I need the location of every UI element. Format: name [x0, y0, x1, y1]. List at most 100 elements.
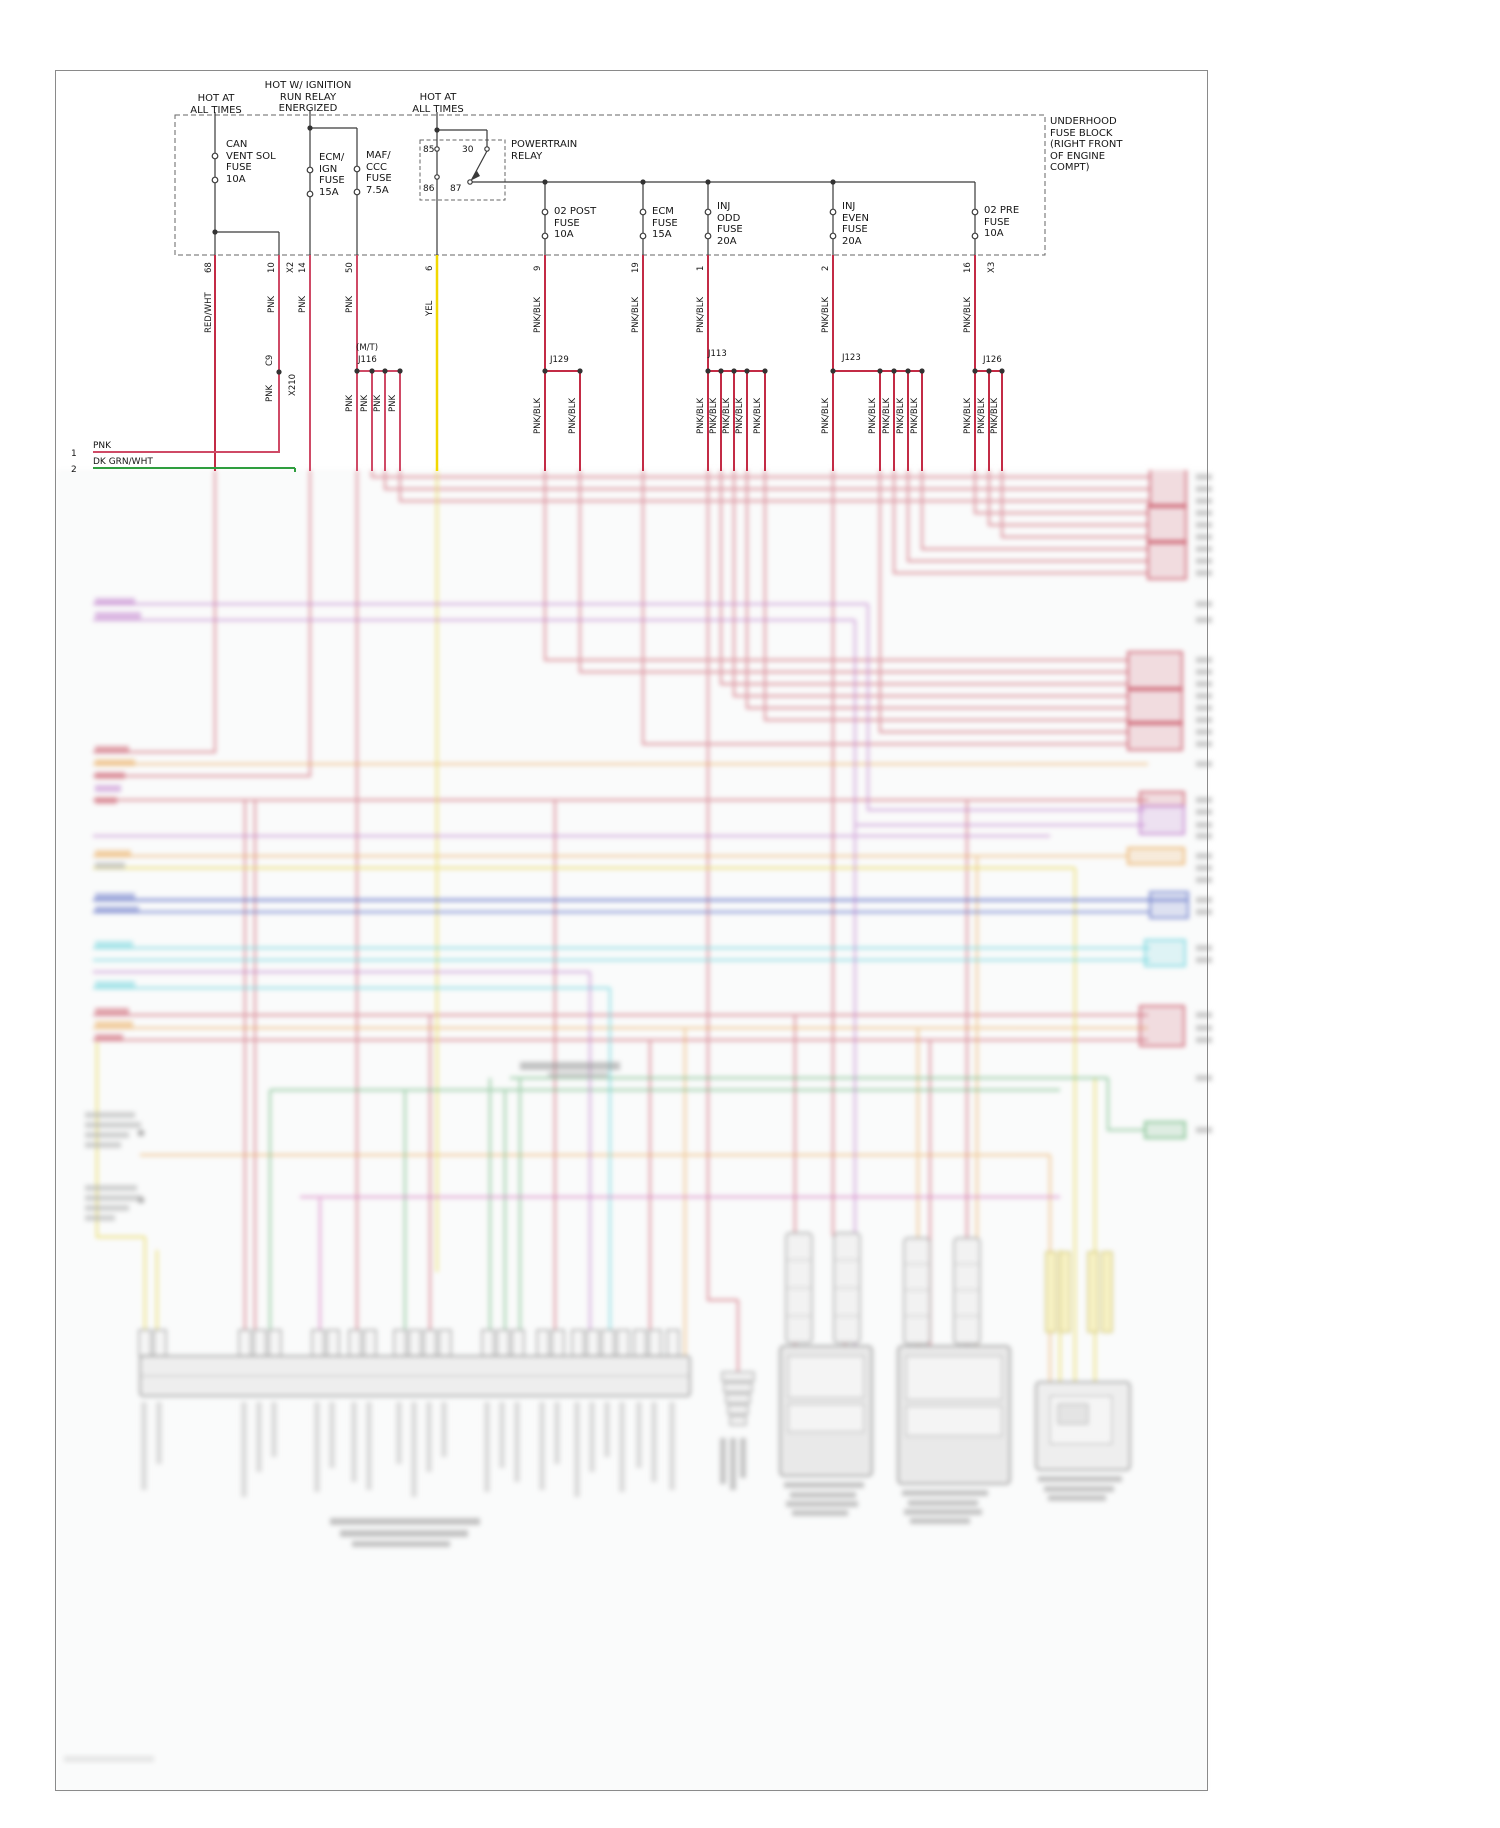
- feed-label-hot-at-all-times-2: HOT AT ALL TIMES: [412, 92, 464, 115]
- blur-connector-caption: [330, 1518, 480, 1547]
- wire-color-label: PNK: [373, 395, 383, 412]
- relay-title: POWERTRAIN RELAY: [511, 139, 578, 162]
- wire-color-label: PNK/BLK: [821, 398, 831, 434]
- blur-yellow-wires: [93, 470, 1097, 1382]
- blur-purple-wires: [93, 602, 1145, 1356]
- pin-label-1: 1: [696, 266, 706, 271]
- wire-color-label: PNK/BLK: [696, 297, 706, 333]
- splice-label-j123: J123: [841, 353, 861, 363]
- splice-label-j116: J116: [357, 355, 377, 365]
- wire-color-label: DK GRN/WHT: [93, 457, 153, 467]
- circuit-number-2: 2: [71, 465, 77, 475]
- fuse-terminals: [211, 146, 979, 240]
- wire-color-label: PNK/BLK: [977, 398, 987, 434]
- blur-cyan-wires: [93, 946, 1150, 1356]
- circuit-number-1: 1: [71, 449, 77, 459]
- relay-pin-86: 86: [423, 184, 435, 194]
- blur-blue-wires: [93, 898, 1188, 914]
- blur-module-1: [779, 1232, 873, 1516]
- splice-label-j113: J113: [707, 349, 727, 359]
- fuse-label-ecm-ign: ECM/ IGN FUSE 15A: [319, 152, 345, 198]
- splice-labels: PNK C9 X210 (M/T) J116 J129 J113 J123 J1…: [265, 343, 1002, 434]
- splice-label-mt: (M/T): [356, 343, 378, 353]
- wire-pnk-blk-circuits: [544, 255, 1003, 471]
- junction-dots: [212, 125, 836, 235]
- fuse-block-title: UNDERHOOD FUSE BLOCK (RIGHT FRONT OF ENG…: [1050, 116, 1123, 173]
- blur-right-connectors: [1127, 470, 1189, 1139]
- relay-switch-blade: [471, 150, 488, 180]
- blur-module-2: [897, 1237, 1011, 1524]
- wire-color-label: PNK/BLK: [963, 398, 973, 434]
- wire-color-label: PNK: [345, 296, 355, 313]
- pin-label-9: 9: [533, 266, 543, 271]
- wire-color-label: PNK/BLK: [753, 398, 763, 434]
- relay-outline: [419, 139, 506, 201]
- connector-label-x2: X2: [286, 262, 296, 273]
- wire-color-label: PNK/BLK: [868, 398, 878, 434]
- wire-color-label: PNK/BLK: [533, 297, 543, 333]
- fuse-label-inj-even: INJ EVEN FUSE 20A: [842, 201, 869, 247]
- splice-dots: [276, 368, 1005, 375]
- wire-pnk-circuits: [93, 255, 401, 471]
- fuse-label-inj-odd: INJ ODD FUSE 20A: [717, 201, 743, 247]
- relay-blade-arrow: [470, 171, 480, 181]
- wire-color-label: RED/WHT: [204, 292, 214, 333]
- pin-label-10: 10: [267, 262, 277, 273]
- blurred-diagram-region: [0, 470, 1500, 1828]
- wire-color-label: PNK: [360, 395, 370, 412]
- blur-bottom-main-connector: [138, 1329, 691, 1547]
- pin-label-6: 6: [425, 266, 435, 271]
- wire-color-label: PNK: [93, 441, 112, 451]
- splice-label-j126: J126: [982, 355, 1002, 365]
- wire-color-label: PNK/BLK: [963, 297, 973, 333]
- fuse-label-can-vent-sol: CAN VENT SOL FUSE 10A: [226, 139, 276, 185]
- wire-color-label: PNK: [298, 296, 308, 313]
- wire-color-labels: RED/WHT PNK PNK PNK YEL PNK/BLK PNK/BLK …: [204, 292, 973, 333]
- connector-label-x3: X3: [987, 262, 997, 273]
- fuse-block-outline: [174, 114, 1046, 256]
- relay-pin-87: 87: [450, 184, 461, 194]
- pin-label-19: 19: [631, 262, 641, 273]
- wire-color-label: PNK/BLK: [990, 398, 1000, 434]
- pin-label-50: 50: [345, 262, 355, 273]
- splice-label-c9: C9: [265, 355, 275, 366]
- wire-color-label: PNK/BLK: [896, 398, 906, 434]
- page-frame: [55, 70, 1208, 1791]
- blur-pin-labels: [141, 1402, 675, 1497]
- fuse-label-o2-pre: 02 PRE FUSE 10A: [984, 205, 1020, 239]
- left-circuit-labels: 1 PNK 2 DK GRN/WHT: [71, 441, 153, 475]
- wire-color-label: PNK/BLK: [910, 398, 920, 434]
- pin-label-2: 2: [821, 266, 831, 271]
- wire-color-label: PNK/BLK: [882, 398, 892, 434]
- wire-color-label: PNK/BLK: [568, 398, 578, 434]
- wire-color-label: PNK/BLK: [533, 398, 543, 434]
- connector-label-x210: X210: [288, 374, 298, 396]
- wire-color-label: PNK/BLK: [709, 398, 719, 434]
- wire-color-label: PNK/BLK: [821, 297, 831, 333]
- wire-color-label: PNK: [267, 296, 277, 313]
- blurred-wiring-art: [57, 470, 1212, 1792]
- pin-label-14: 14: [298, 262, 308, 273]
- fuse-label-o2-post: 02 POST FUSE 10A: [554, 206, 597, 240]
- wire-color-label: PNK/BLK: [722, 398, 732, 434]
- blur-right-pin-numbers: [1196, 474, 1212, 1133]
- wire-color-label: PNK: [345, 395, 355, 412]
- splice-label-j129: J129: [549, 355, 569, 365]
- feed-label-hot-at-all-times-1: HOT AT ALL TIMES: [190, 93, 242, 116]
- wire-color-label: PNK/BLK: [631, 297, 641, 333]
- blur-module-3: [1035, 1251, 1131, 1501]
- blur-left-labels: [64, 598, 620, 1762]
- blur-small-connector: [720, 1371, 755, 1490]
- scan-tint: [57, 470, 1207, 1792]
- relay-pin-30: 30: [462, 145, 474, 155]
- relay-pin-85: 85: [423, 145, 434, 155]
- wire-color-label: YEL: [425, 300, 435, 317]
- fuse-label-maf-ccc: MAF/ CCC FUSE 7.5A: [366, 150, 392, 196]
- blur-green-wires: [268, 1076, 1145, 1356]
- pin-label-68: 68: [204, 262, 214, 273]
- wire-color-label: PNK: [388, 395, 398, 412]
- pin-label-16: 16: [963, 262, 973, 273]
- wire-color-label: PNK/BLK: [735, 398, 745, 434]
